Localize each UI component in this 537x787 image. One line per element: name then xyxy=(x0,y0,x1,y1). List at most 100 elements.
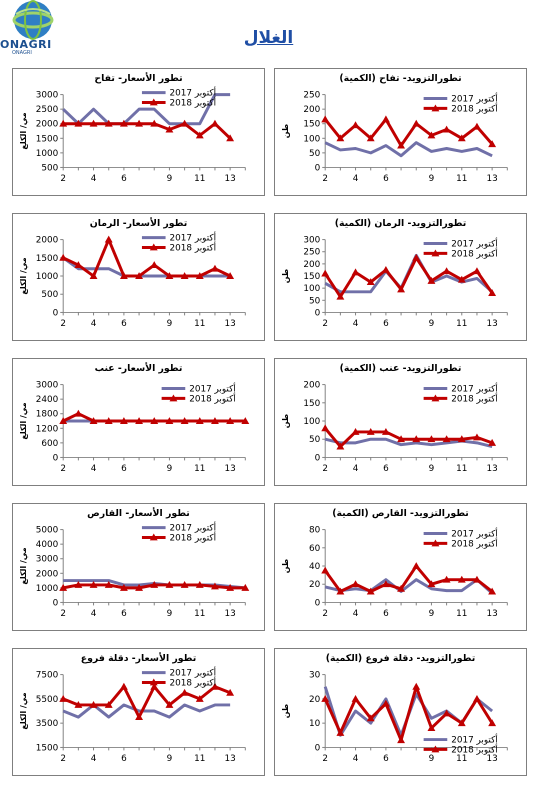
data-point-2018 xyxy=(336,134,345,142)
y-tick-label: 200 xyxy=(303,381,320,391)
y-tick-label: 40 xyxy=(309,562,321,572)
data-point-2018 xyxy=(412,682,421,690)
x-tick-label: 4 xyxy=(353,464,359,474)
x-tick-label: 2 xyxy=(60,609,66,619)
x-tick-label: 6 xyxy=(383,464,389,474)
data-point-2018 xyxy=(74,581,83,588)
legend-marker xyxy=(431,249,440,257)
y-tick-label: 250 xyxy=(303,248,320,258)
data-point-2018 xyxy=(397,435,406,443)
data-point-2018 xyxy=(241,583,250,591)
data-point-2018 xyxy=(104,119,113,127)
y-tick-label: 5500 xyxy=(36,695,59,705)
x-tick-label: 11 xyxy=(194,174,205,184)
data-point-2018 xyxy=(59,583,68,591)
legend-marker xyxy=(149,243,158,251)
y-tick-label: 3500 xyxy=(36,719,59,729)
data-point-2018 xyxy=(89,581,98,588)
data-point-2018 xyxy=(427,724,436,731)
data-point-2018 xyxy=(195,131,204,139)
series-line-2018 xyxy=(62,238,231,278)
data-point-2018 xyxy=(488,438,497,446)
y-tick-label: 500 xyxy=(41,290,58,300)
data-point-2018 xyxy=(427,276,436,284)
x-tick-label: 4 xyxy=(91,609,97,619)
data-point-2018 xyxy=(321,424,330,432)
globe-icon xyxy=(12,0,54,40)
x-tick-label: 13 xyxy=(486,464,497,474)
data-point-2018 xyxy=(165,581,174,588)
logo-text: ONAGRI xyxy=(0,38,52,51)
data-point-2018 xyxy=(195,272,204,279)
data-point-2018 xyxy=(351,268,360,276)
data-point-2018 xyxy=(135,417,144,424)
data-point-2018 xyxy=(366,714,375,722)
data-point-2018 xyxy=(336,728,345,736)
chart-apple-prices: تطور الأسعار- تفاح 500 1000 1500 2000 2500 300… xyxy=(12,68,265,196)
legend-label: أكتوبر 2018 xyxy=(189,392,236,404)
x-tick-label: 9 xyxy=(429,319,435,329)
data-point-2018 xyxy=(89,417,98,424)
data-point-2018 xyxy=(59,253,68,261)
data-point-2018 xyxy=(104,417,113,424)
data-point-2018 xyxy=(442,709,451,717)
legend-label: أكتوبر 2017 xyxy=(189,382,236,394)
y-tick-label: 2500 xyxy=(36,105,59,115)
legend-label: أكتوبر 2017 xyxy=(451,527,498,539)
data-point-2018 xyxy=(180,272,189,279)
data-point-2018 xyxy=(473,575,481,583)
data-point-2018 xyxy=(89,701,98,708)
x-tick-label: 11 xyxy=(194,464,205,474)
data-point-2018 xyxy=(488,140,497,148)
x-tick-label: 11 xyxy=(456,174,467,184)
x-tick-label: 2 xyxy=(60,319,66,329)
x-tick-label: 11 xyxy=(456,464,467,474)
legend-label: أكتوبر 2018 xyxy=(170,96,217,108)
y-tick-label: 0 xyxy=(53,598,59,608)
data-point-2018 xyxy=(211,582,219,590)
chart-title: تطور الأسعار- الرمان xyxy=(90,217,188,229)
y-tick-label: 1500 xyxy=(36,134,59,144)
legend-label: أكتوبر 2017 xyxy=(451,237,498,249)
y-axis-label: طن xyxy=(281,559,290,573)
y-tick-label: 1500 xyxy=(36,743,59,753)
x-tick-label: 13 xyxy=(224,174,235,184)
data-point-2018 xyxy=(397,736,406,744)
x-tick-label: 13 xyxy=(486,319,497,329)
data-point-2018 xyxy=(457,134,466,142)
data-point-2018 xyxy=(412,435,421,443)
x-tick-label: 13 xyxy=(224,319,235,329)
legend-label: أكتوبر 2017 xyxy=(170,232,217,244)
data-point-2018 xyxy=(381,115,390,123)
data-point-2018 xyxy=(473,694,481,702)
legend-marker xyxy=(149,533,158,541)
data-point-2018 xyxy=(412,119,421,127)
y-tick-label: 2000 xyxy=(36,569,59,579)
data-point-2018 xyxy=(366,278,375,286)
data-point-2018 xyxy=(226,272,235,279)
data-point-2018 xyxy=(195,417,204,424)
data-point-2018 xyxy=(366,587,375,595)
data-point-2018 xyxy=(211,417,219,424)
y-tick-label: 5000 xyxy=(36,526,59,536)
chart-svg: تطور الأسعار- القارص 0 1000 2000 3000 4000 500… xyxy=(19,507,250,619)
y-tick-label: 3000 xyxy=(36,91,59,101)
x-tick-label: 11 xyxy=(194,609,205,619)
data-point-2018 xyxy=(226,688,235,696)
legend-marker xyxy=(431,745,440,753)
x-tick-label: 13 xyxy=(224,609,235,619)
data-point-2018 xyxy=(180,417,189,424)
logo-subtext: ONAGRI xyxy=(12,50,32,56)
y-axis-label: مي/ الكلغ xyxy=(19,547,28,584)
y-tick-label: 200 xyxy=(303,105,320,115)
y-tick-label: 0 xyxy=(315,743,321,753)
x-tick-label: 6 xyxy=(121,319,127,329)
data-point-2018 xyxy=(473,122,481,130)
x-tick-label: 2 xyxy=(60,174,66,184)
series-line-2017 xyxy=(62,703,231,719)
data-point-2018 xyxy=(165,125,174,133)
y-axis-label: مي/ الكلغ xyxy=(19,692,28,729)
data-point-2018 xyxy=(241,417,250,424)
legend-marker xyxy=(169,394,178,402)
chart-svg: تطور الأسعار- الرمان 0 500 1000 1500 2000 2 4 6 9… xyxy=(19,217,246,329)
